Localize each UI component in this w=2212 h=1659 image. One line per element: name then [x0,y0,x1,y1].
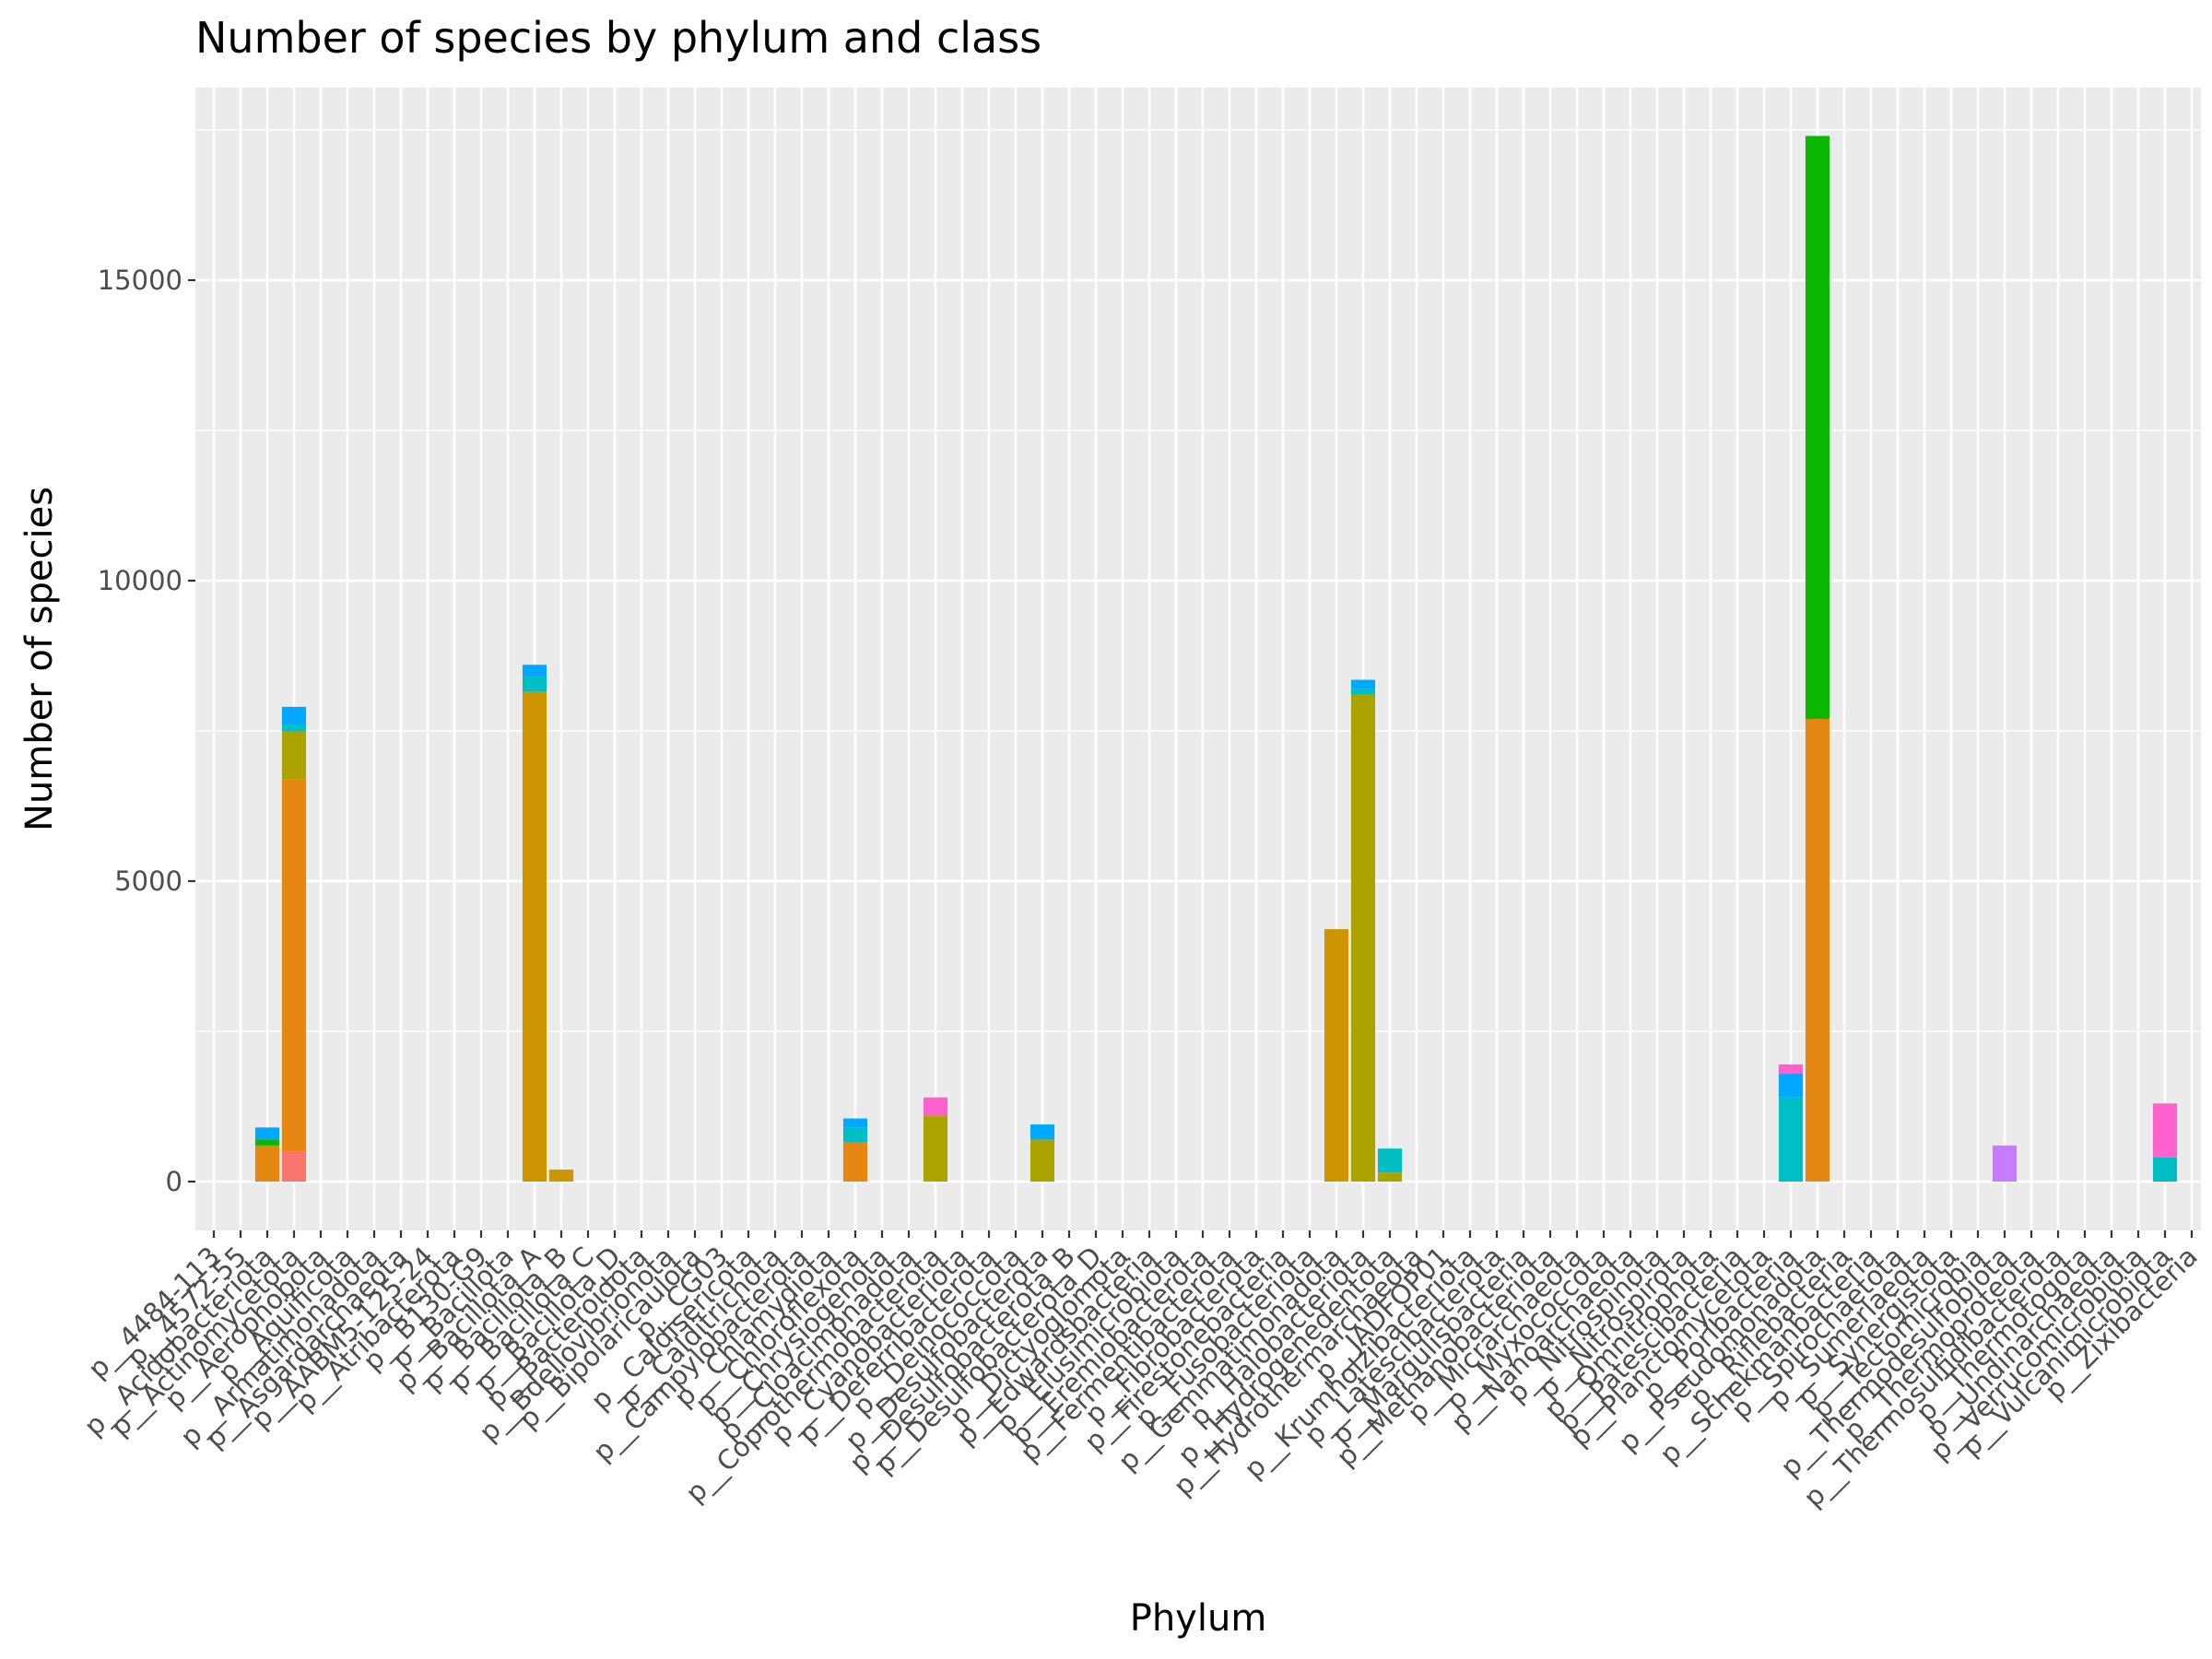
bar-segment [1778,1073,1804,1098]
bar-segment [1350,688,1376,695]
bar-segment [1992,1145,2018,1182]
bar-segment [923,1115,948,1182]
x-axis-title: Phylum [1130,1597,1267,1640]
plot-panel [195,88,2201,1230]
bar-segment [2152,1103,2178,1158]
y-tick-label: 10000 [98,565,182,596]
y-tick-label: 0 [166,1166,182,1197]
bar-segment [281,1151,307,1182]
y-tick-label: 5000 [114,865,182,897]
bar-segment [522,691,547,1182]
grid-lines [195,88,2201,1230]
bar-segment [1030,1124,1055,1140]
bar-segment [522,677,547,692]
bar-segment [842,1118,868,1128]
bar-segment [1324,929,1349,1182]
bar-segment [254,1145,280,1182]
bar-segment [548,1169,574,1182]
bar-segment [281,779,307,1152]
bar-segment [281,731,307,780]
bar-segment [1377,1172,1403,1182]
bar-segment [2152,1157,2178,1182]
y-axis-title: Number of species [18,487,61,831]
bar-segment [1350,694,1376,1182]
bars [254,135,2178,1182]
y-axis: 0 5000 10000 15000 [98,265,195,1197]
y-tick-label: 15000 [98,265,182,296]
bar-segment [1778,1064,1804,1074]
bar-segment [522,665,547,677]
bar-segment [1778,1097,1804,1182]
x-axis: p__4484-113p__4572-55p__Acidobacteriotap… [77,1230,2204,1513]
bar-segment [254,1139,280,1146]
bar-segment [1805,135,1830,719]
bar-segment [842,1127,868,1143]
chart-title: Number of species by phylum and class [195,13,1041,63]
bar-segment [923,1097,948,1116]
bar-segment [281,706,307,725]
bar-segment [1805,718,1830,1182]
bar-segment [1030,1139,1055,1182]
bar-segment [281,724,307,731]
bar-segment [842,1142,868,1182]
bar-segment [1377,1148,1403,1173]
bar-segment [254,1127,280,1140]
bar-segment [1350,679,1376,689]
